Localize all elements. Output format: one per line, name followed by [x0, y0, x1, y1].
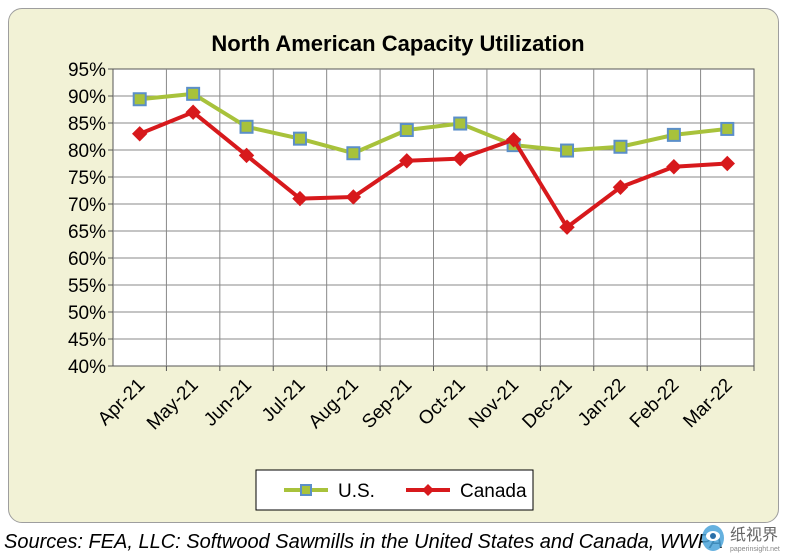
x-tick-label: May-21	[143, 375, 203, 435]
x-tick-label: Jul-21	[258, 375, 309, 426]
canada-point	[666, 159, 682, 175]
canada-point	[612, 179, 629, 195]
canada-point	[132, 126, 148, 142]
legend-label: Canada	[460, 481, 527, 502]
watermark-icon	[702, 525, 724, 551]
series-us	[132, 86, 735, 161]
y-tick-label: 50%	[68, 303, 106, 324]
canada-point	[238, 147, 255, 164]
y-tick-label: 90%	[68, 87, 106, 108]
y-tick-label: 40%	[68, 357, 106, 378]
us-point	[186, 86, 201, 101]
y-tick-label: 75%	[68, 168, 106, 189]
us-point	[453, 116, 468, 131]
canada-point	[399, 153, 415, 169]
us-point	[346, 146, 361, 161]
series-layer	[132, 86, 735, 235]
grid-lines	[113, 69, 754, 366]
legend-swatch-marker	[422, 484, 434, 496]
x-tick-label: Nov-21	[465, 375, 523, 433]
y-axis: 40% 45% 50% 55% 60% 65% 70% 75% 80% 85% 90% 95%	[68, 60, 113, 378]
us-point	[399, 123, 414, 138]
us-point	[132, 92, 147, 107]
chart-title: North American Capacity Utilization	[211, 31, 584, 56]
legend-swatch-marker	[300, 484, 312, 496]
y-tick-label: 65%	[68, 222, 106, 243]
us-point	[613, 139, 628, 154]
y-tick-label: 85%	[68, 114, 106, 135]
series-canada	[132, 104, 735, 235]
source-note: Sources: FEA, LLC: Softwood Sawmills in …	[4, 531, 723, 553]
x-tick-label: Jun-21	[200, 375, 256, 431]
us-point	[666, 127, 681, 142]
canada-point	[452, 150, 468, 167]
legend-us: U.S.	[284, 481, 375, 502]
us-point	[292, 131, 307, 146]
canada-point	[185, 104, 201, 120]
canada-point	[345, 189, 362, 205]
x-tick-label: Oct-21	[415, 375, 470, 430]
legend-label: U.S.	[338, 481, 375, 502]
x-tick-label: Dec-21	[518, 375, 576, 433]
x-tick-label: Sep-21	[358, 375, 416, 433]
canada-point	[292, 190, 308, 207]
canada-point	[559, 219, 575, 235]
x-tick-label: Feb-22	[626, 375, 683, 432]
watermark-logo: 纸视界 paperinsight.net	[702, 525, 780, 553]
svg-text:纸视界: 纸视界	[730, 525, 778, 544]
canada-line	[138, 110, 728, 230]
canada-point	[505, 132, 522, 148]
y-tick-label: 70%	[68, 195, 106, 216]
us-line	[139, 91, 728, 156]
legend: U.S. Canada	[255, 469, 534, 511]
x-tick-label: Aug-21	[305, 375, 363, 433]
y-tick-label: 60%	[68, 249, 106, 270]
x-tick-label: Apr-21	[94, 375, 149, 430]
legend-canada: Canada	[406, 481, 527, 502]
y-tick-label: 45%	[68, 330, 106, 351]
y-tick-label: 80%	[68, 141, 106, 162]
y-tick-label: 95%	[68, 60, 106, 81]
us-point	[560, 143, 575, 158]
y-tick-label: 55%	[68, 276, 106, 297]
x-tick-label: Mar-22	[679, 375, 736, 432]
us-point	[720, 121, 735, 136]
us-point	[239, 119, 254, 134]
canada-point	[719, 155, 735, 172]
svg-text:paperinsight.net: paperinsight.net	[730, 546, 780, 553]
x-tick-label: Jan-22	[574, 375, 630, 431]
